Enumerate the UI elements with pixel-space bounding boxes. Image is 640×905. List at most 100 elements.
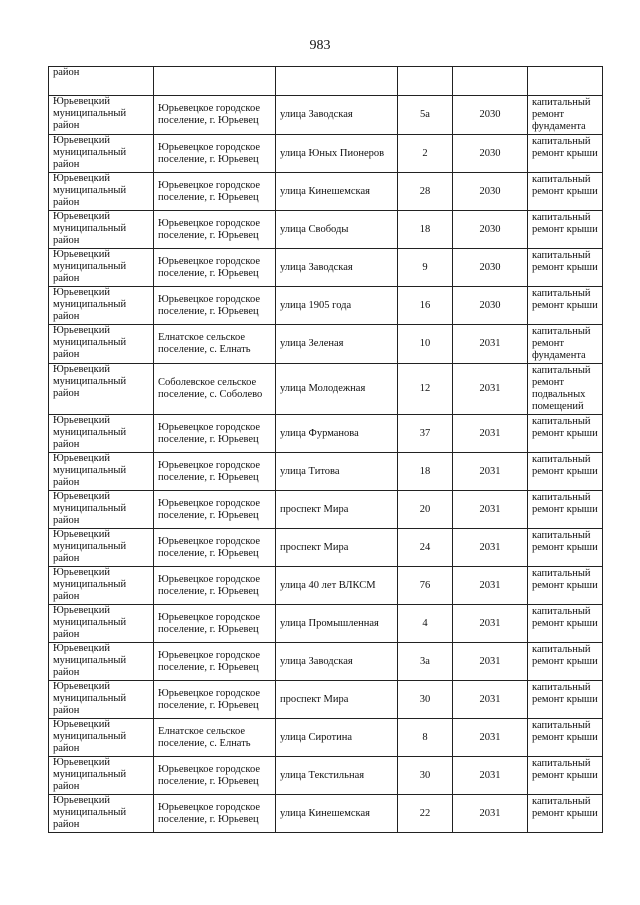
district-cell: Юрьевецкий муниципальный район — [48, 248, 154, 287]
year-cell: 2031 — [452, 414, 528, 453]
house-number-cell: 20 — [397, 490, 453, 529]
year-cell: 2030 — [452, 172, 528, 211]
district-cell: Юрьевецкий муниципальный район — [48, 324, 154, 364]
district-cell: Юрьевецкий муниципальный район — [48, 172, 154, 211]
house-number-cell: 16 — [397, 286, 453, 325]
year-cell: 2030 — [452, 210, 528, 249]
work-type-cell: капитальный ремонт крыши — [527, 172, 603, 211]
street-cell: улица Заводская — [275, 95, 398, 135]
work-type-cell: капитальный ремонт подвальных помещений — [527, 363, 603, 415]
street-cell: улица Фурманова — [275, 414, 398, 453]
repair-schedule-table: район Юрьевецкий муниципальный район Юрье… — [48, 66, 603, 833]
work-type-cell: капитальный ремонт фундамента — [527, 95, 603, 135]
year-cell: 2031 — [452, 452, 528, 491]
year-cell: 2031 — [452, 718, 528, 757]
work-type-cell: капитальный ремонт крыши — [527, 248, 603, 287]
settlement-cell: Юрьевецкое городское поселение, г. Юрьев… — [153, 414, 276, 453]
house-number-cell: 18 — [397, 210, 453, 249]
year-cell: 2030 — [452, 286, 528, 325]
street-cell: улица Кинешемская — [275, 794, 398, 833]
year-cell: 2031 — [452, 680, 528, 719]
work-type-cell: капитальный ремонт фундамента — [527, 324, 603, 364]
district-cell: Юрьевецкий муниципальный район — [48, 680, 154, 719]
street-cell: проспект Мира — [275, 680, 398, 719]
year-cell: 2031 — [452, 642, 528, 681]
district-cell: Юрьевецкий муниципальный район — [48, 756, 154, 795]
street-cell: улица Молодежная — [275, 363, 398, 415]
table-row: Юрьевецкий муниципальный район Юрьевецкое… — [48, 452, 603, 491]
street-cell: улица Текстильная — [275, 756, 398, 795]
settlement-cell: Юрьевецкое городское поселение, г. Юрьев… — [153, 756, 276, 795]
street-cell: улица 40 лет ВЛКСМ — [275, 566, 398, 605]
settlement-cell: Юрьевецкое городское поселение, г. Юрьев… — [153, 452, 276, 491]
street-cell: улица Заводская — [275, 642, 398, 681]
table-row: Юрьевецкий муниципальный район Юрьевецкое… — [48, 604, 603, 643]
work-type-cell: капитальный ремонт крыши — [527, 490, 603, 529]
work-type-cell: капитальный ремонт крыши — [527, 680, 603, 719]
table-row: Юрьевецкий муниципальный район Соболевско… — [48, 363, 603, 415]
settlement-cell: Соболевское сельское поселение, с. Собол… — [153, 363, 276, 415]
year-cell: 2031 — [452, 363, 528, 415]
settlement-cell: Юрьевецкое городское поселение, г. Юрьев… — [153, 134, 276, 173]
district-cell: Юрьевецкий муниципальный район — [48, 566, 154, 605]
district-cell: Юрьевецкий муниципальный район — [48, 452, 154, 491]
work-type-cell: капитальный ремонт крыши — [527, 566, 603, 605]
district-cell: Юрьевецкий муниципальный район — [48, 414, 154, 453]
year-cell: 2030 — [452, 134, 528, 173]
street-cell: улица Зеленая — [275, 324, 398, 364]
work-type-cell: капитальный ремонт крыши — [527, 286, 603, 325]
table-row: Юрьевецкий муниципальный район Юрьевецкое… — [48, 134, 603, 173]
house-number-cell: 18 — [397, 452, 453, 491]
work-type-cell: капитальный ремонт крыши — [527, 604, 603, 643]
street-cell: улица Кинешемская — [275, 172, 398, 211]
house-number-cell: 2 — [397, 134, 453, 173]
work-type-cell: капитальный ремонт крыши — [527, 794, 603, 833]
settlement-cell: Юрьевецкое городское поселение, г. Юрьев… — [153, 95, 276, 135]
settlement-cell: Елнатское сельское поселение, с. Елнать — [153, 718, 276, 757]
district-cell: Юрьевецкий муниципальный район — [48, 134, 154, 173]
table-row: Юрьевецкий муниципальный район Юрьевецкое… — [48, 95, 603, 135]
page-number: 983 — [309, 38, 331, 53]
work-type-cell: капитальный ремонт крыши — [527, 210, 603, 249]
house-number-cell: 76 — [397, 566, 453, 605]
district-cell: Юрьевецкий муниципальный район — [48, 286, 154, 325]
work-type-cell: капитальный ремонт крыши — [527, 414, 603, 453]
street-cell: улица Промышленная — [275, 604, 398, 643]
work-type-cell: капитальный ремонт крыши — [527, 452, 603, 491]
table-row: Юрьевецкий муниципальный район Юрьевецкое… — [48, 642, 603, 681]
work-type-cell: капитальный ремонт крыши — [527, 528, 603, 567]
settlement-cell: Елнатское сельское поселение, с. Елнать — [153, 324, 276, 364]
district-cell: Юрьевецкий муниципальный район — [48, 490, 154, 529]
district-cell: Юрьевецкий муниципальный район — [48, 363, 154, 415]
settlement-cell: Юрьевецкое городское поселение, г. Юрьев… — [153, 248, 276, 287]
house-number-cell: 5а — [397, 95, 453, 135]
settlement-cell: Юрьевецкое городское поселение, г. Юрьев… — [153, 680, 276, 719]
work-type-cell: капитальный ремонт крыши — [527, 642, 603, 681]
street-cell: улица Сиротина — [275, 718, 398, 757]
house-number-cell: 24 — [397, 528, 453, 567]
district-cell: Юрьевецкий муниципальный район — [48, 528, 154, 567]
table-row: Юрьевецкий муниципальный район Елнатское … — [48, 718, 603, 757]
street-cell: проспект Мира — [275, 490, 398, 529]
street-cell: улица Титова — [275, 452, 398, 491]
district-cell: Юрьевецкий муниципальный район — [48, 642, 154, 681]
district-cell: Юрьевецкий муниципальный район — [48, 604, 154, 643]
house-number-cell: 30 — [397, 756, 453, 795]
settlement-cell: Юрьевецкое городское поселение, г. Юрьев… — [153, 566, 276, 605]
year-cell: 2031 — [452, 604, 528, 643]
street-cell: улица Юных Пионеров — [275, 134, 398, 173]
house-number-cell: 22 — [397, 794, 453, 833]
work-type-cell: капитальный ремонт крыши — [527, 756, 603, 795]
house-number-cell: 28 — [397, 172, 453, 211]
house-number-cell: 30 — [397, 680, 453, 719]
table-row: Юрьевецкий муниципальный район Юрьевецкое… — [48, 286, 603, 325]
year-cell: 2030 — [452, 95, 528, 135]
table-row: Юрьевецкий муниципальный район Юрьевецкое… — [48, 490, 603, 529]
street-cell: улица Заводская — [275, 248, 398, 287]
table-row: Юрьевецкий муниципальный район Юрьевецкое… — [48, 248, 603, 287]
settlement-cell: Юрьевецкое городское поселение, г. Юрьев… — [153, 172, 276, 211]
house-number-cell: 8 — [397, 718, 453, 757]
house-number-cell: 10 — [397, 324, 453, 364]
settlement-cell: Юрьевецкое городское поселение, г. Юрьев… — [153, 528, 276, 567]
